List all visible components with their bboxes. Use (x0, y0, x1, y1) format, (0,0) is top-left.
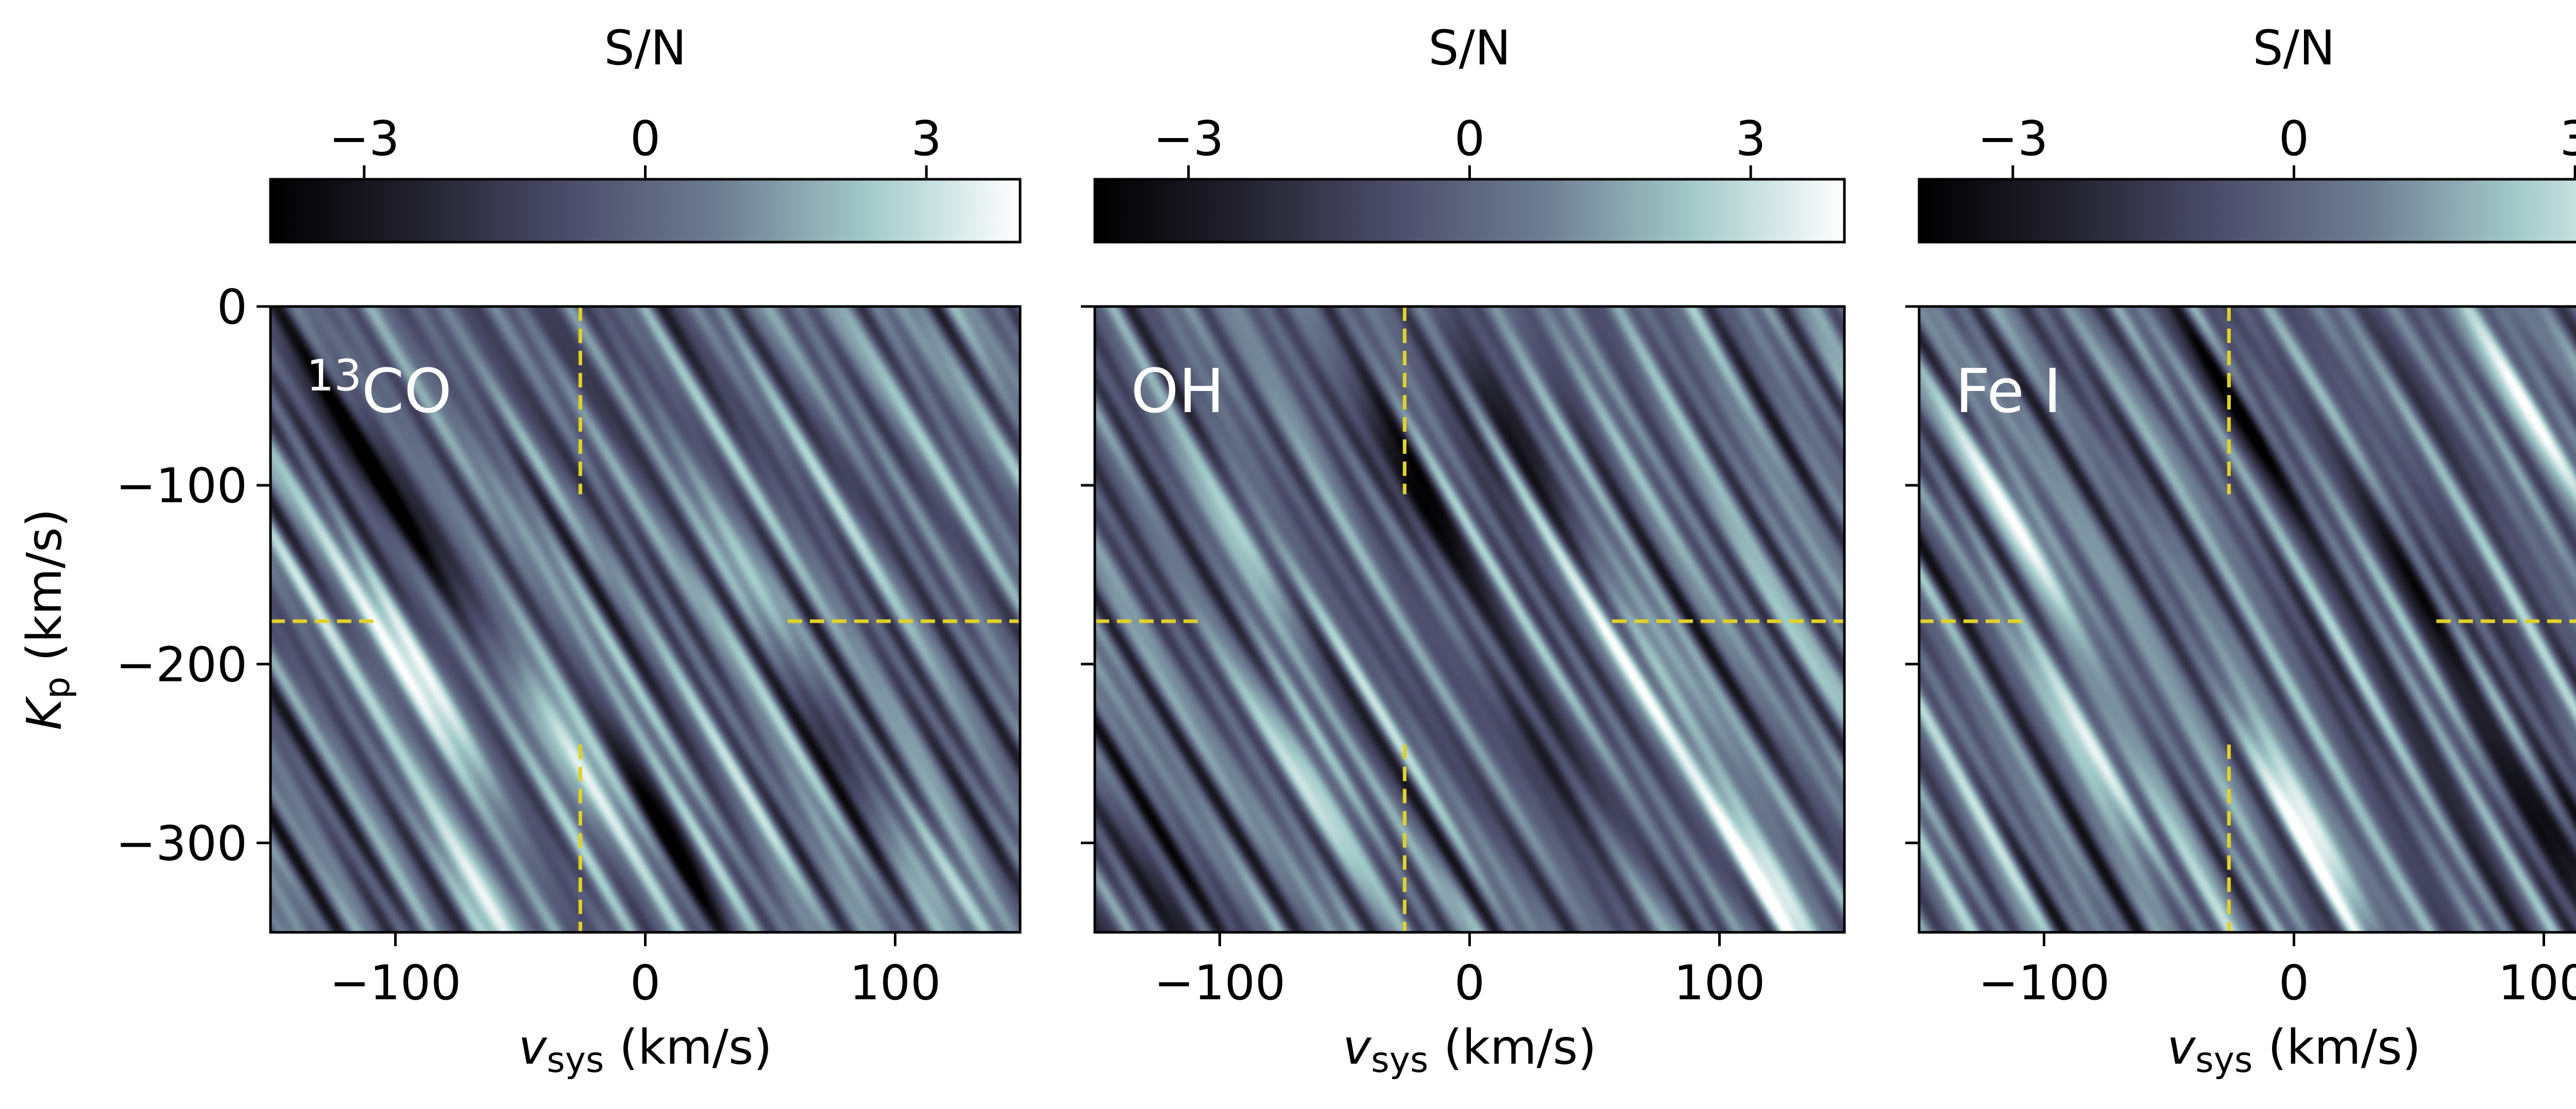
y-tick-label: −100 (116, 458, 247, 514)
y-tick-label: −200 (116, 637, 247, 692)
x-tick-label: 100 (2498, 955, 2576, 1011)
colorbar-tick-label: −3 (1153, 111, 1224, 166)
colorbar-gradient (1093, 178, 1846, 244)
colorbar-label: S/N (2253, 20, 2335, 76)
x-axis-label: vsys (km/s) (1343, 1019, 1597, 1081)
panel-label: 13CO (307, 350, 452, 426)
panel-1: −3 0 3 S/N −100 0 100 0 −100 −200 −300 vsys (km/s) K… (16, 20, 1022, 1081)
colorbar-tick-label: 3 (2560, 111, 2576, 166)
signal-marker (1919, 306, 2576, 932)
x-axis-label: vsys (km/s) (2167, 1019, 2421, 1081)
panel-2: −3 0 3 S/N −100 0 100 vsys (km/s) OH (1081, 20, 1846, 1081)
colorbar-tick-label: 3 (911, 111, 942, 166)
colorbar-label: S/N (1429, 20, 1511, 76)
x-tick-label: −100 (330, 955, 461, 1011)
x-tick-label: −100 (1154, 955, 1285, 1011)
panel-label: OH (1131, 355, 1225, 426)
colorbar-label: S/N (604, 20, 687, 76)
x-tick-label: 0 (2279, 955, 2309, 1011)
colorbar-gradient (269, 178, 1022, 244)
panel-label: Fe I (1955, 355, 2061, 426)
colorbar: −3 0 3 S/N (1918, 20, 2576, 244)
heatmap-image (1095, 306, 1844, 932)
colorbar: −3 0 3 S/N (269, 20, 1022, 244)
colorbar-gradient (1918, 178, 2576, 244)
colorbar-tick-label: 3 (1736, 111, 1766, 166)
x-tick-label: 0 (1454, 955, 1485, 1011)
colorbar-tick-label: 0 (1454, 111, 1485, 166)
colorbar: −3 0 3 S/N (1093, 20, 1846, 244)
panel-3: −3 0 3 S/N −100 0 100 vsys (km/s) Fe I (1905, 20, 2576, 1081)
y-axis-label: Kp (km/s) (16, 508, 78, 730)
signal-marker (1095, 306, 1844, 932)
colorbar-tick-label: −3 (1977, 111, 2048, 166)
x-tick-label: 0 (630, 955, 660, 1011)
heatmap-image (270, 306, 1020, 932)
x-axis-label: vsys (km/s) (518, 1019, 772, 1081)
colorbar-tick-label: 0 (630, 111, 660, 166)
colorbar-tick-label: 0 (2279, 111, 2309, 166)
x-tick-label: 100 (1674, 955, 1766, 1011)
x-tick-label: 100 (850, 955, 941, 1011)
y-tick-label: 0 (217, 279, 247, 335)
signal-marker (270, 306, 1020, 932)
x-tick-label: −100 (1978, 955, 2110, 1011)
colorbar-tick-label: −3 (329, 111, 399, 166)
y-tick-label: −300 (116, 815, 247, 871)
